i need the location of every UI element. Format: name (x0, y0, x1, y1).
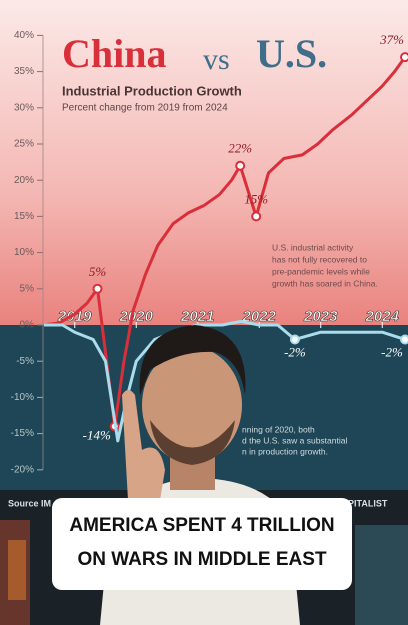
x-tick-label: 2023 (303, 308, 338, 325)
title-us: U.S. (256, 31, 327, 76)
caption-box (52, 498, 352, 590)
point-marker (400, 334, 408, 345)
face (142, 347, 242, 463)
point-marker (400, 52, 408, 63)
x-tick-label: 2021 (180, 308, 214, 325)
data-label: -2% (381, 344, 403, 359)
subtitle-2: Percent change from 2019 from 2024 (62, 103, 228, 114)
annotation-line: n in production growth. (242, 446, 328, 456)
y-tick-label: -10% (11, 392, 34, 403)
x-tick-label: 2024 (365, 308, 400, 325)
annotation-line: growth has soared in China. (272, 278, 378, 288)
y-tick-label: -20% (11, 464, 34, 475)
y-tick-label: 20% (14, 175, 34, 186)
annotation-line: nning of 2020, both (242, 424, 315, 434)
data-label: -14% (83, 427, 111, 442)
point-marker (289, 334, 300, 345)
title: China vs U.S. Industrial Production Grow… (62, 31, 327, 113)
plot: -20% -15% -10% -5% 0% 5% 10% 15% 20% 25% 30% 35% 40%… (8, 30, 408, 508)
annotation-line: pre-pandemic levels while (272, 266, 370, 276)
y-tick-label: 30% (14, 102, 34, 113)
point-marker (235, 160, 246, 171)
caption-line: AMERICA SPENT 4 TRILLION (69, 515, 334, 536)
raised-hand (122, 390, 165, 500)
subtitle: Industrial Production Growth (62, 83, 242, 98)
x-tick-label: 2022 (242, 308, 277, 325)
data-label: 15% (244, 191, 268, 206)
annotation-line: U.S. industrial activity (272, 242, 354, 252)
city-lights (0, 520, 408, 625)
y-tick-label: 0% (20, 320, 35, 331)
point-marker (92, 283, 103, 294)
beard (150, 420, 235, 465)
data-label: -2% (284, 344, 306, 359)
annotation-line: d the U.S. saw a substantial (242, 435, 347, 445)
y-tick-label: 5% (20, 283, 35, 294)
y-tick-label: 40% (14, 30, 34, 41)
y-tick-label: -15% (11, 428, 34, 439)
brand: PITALIST (348, 498, 388, 508)
data-label: 37% (379, 32, 404, 47)
annotation-line: has not fully recovered to (272, 254, 367, 264)
upper-background (0, 0, 408, 325)
caption-line: ON WARS IN MIDDLE EAST (77, 549, 327, 570)
series-line (43, 56, 407, 428)
hair (139, 325, 246, 395)
x-tick-label: 2020 (119, 308, 154, 325)
y-tick-label: 15% (14, 211, 34, 222)
data-label: 5% (89, 264, 107, 279)
title-vs: vs (203, 43, 230, 76)
y-tick-label: 10% (14, 247, 34, 258)
title-china: China (62, 31, 167, 76)
y-tick-label: 25% (14, 139, 34, 150)
point-marker (251, 211, 262, 222)
y-tick-label: -5% (16, 356, 34, 367)
source: Source IM (8, 498, 51, 508)
y-tick-label: 35% (14, 66, 34, 77)
data-label: 22% (228, 141, 252, 156)
